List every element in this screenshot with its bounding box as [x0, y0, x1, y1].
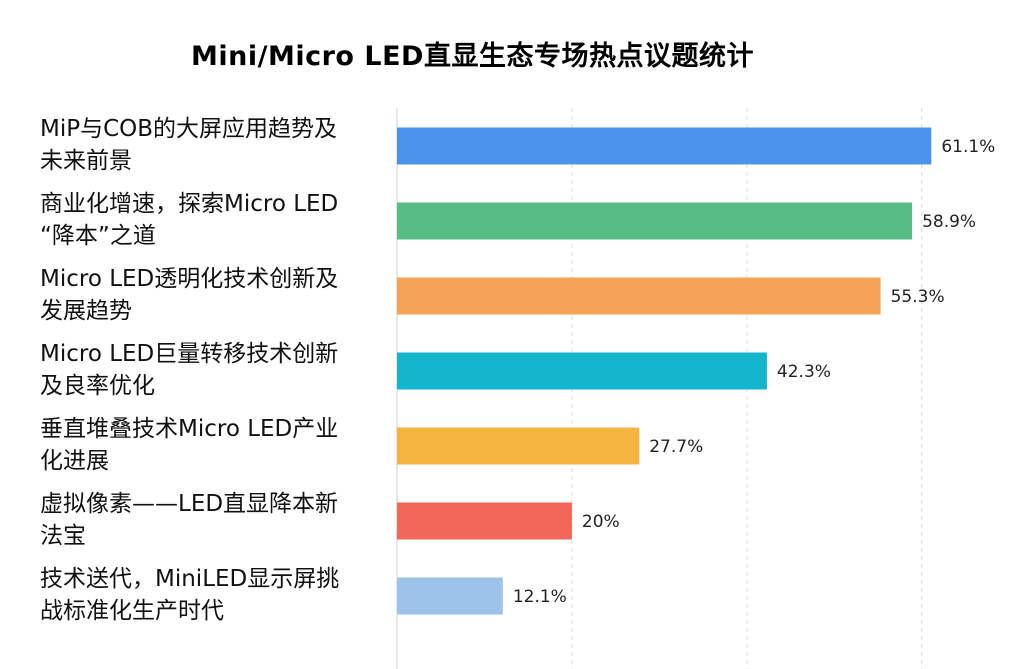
bar-value-label: 27.7% [649, 437, 703, 457]
bar-value-label: 12.1% [513, 587, 567, 607]
category-label: Micro LED透明化技术创新及 发展趋势 [40, 266, 339, 324]
bar-value-label: 58.9% [922, 212, 976, 232]
bar [397, 577, 503, 615]
category-label: 商业化增速，探索Micro LED “降本”之道 [40, 191, 339, 249]
bar-value-label: 20% [582, 512, 620, 532]
bar [397, 352, 767, 390]
chart-title: Mini/Micro LED直显生态专场热点议题统计 [191, 41, 754, 72]
category-label: 垂直堆叠技术Micro LED产业 化进展 [40, 416, 339, 474]
category-label: MiP与COB的大屏应用趋势及 未来前景 [40, 116, 338, 174]
bar [397, 502, 572, 540]
category-label: 虚拟像素——LED直显降本新 法宝 [40, 491, 339, 549]
bar [397, 277, 881, 315]
bar-value-label: 42.3% [777, 362, 831, 382]
bar [397, 127, 932, 165]
bar-value-label: 61.1% [941, 137, 995, 157]
bar-value-label: 55.3% [891, 287, 945, 307]
bar [397, 202, 913, 240]
bar [397, 427, 640, 465]
category-label: Micro LED巨量转移技术创新 及良率优化 [40, 341, 339, 399]
category-label: 技术送代，MiniLED显示屏挑 战标准化生产时代 [40, 566, 340, 624]
